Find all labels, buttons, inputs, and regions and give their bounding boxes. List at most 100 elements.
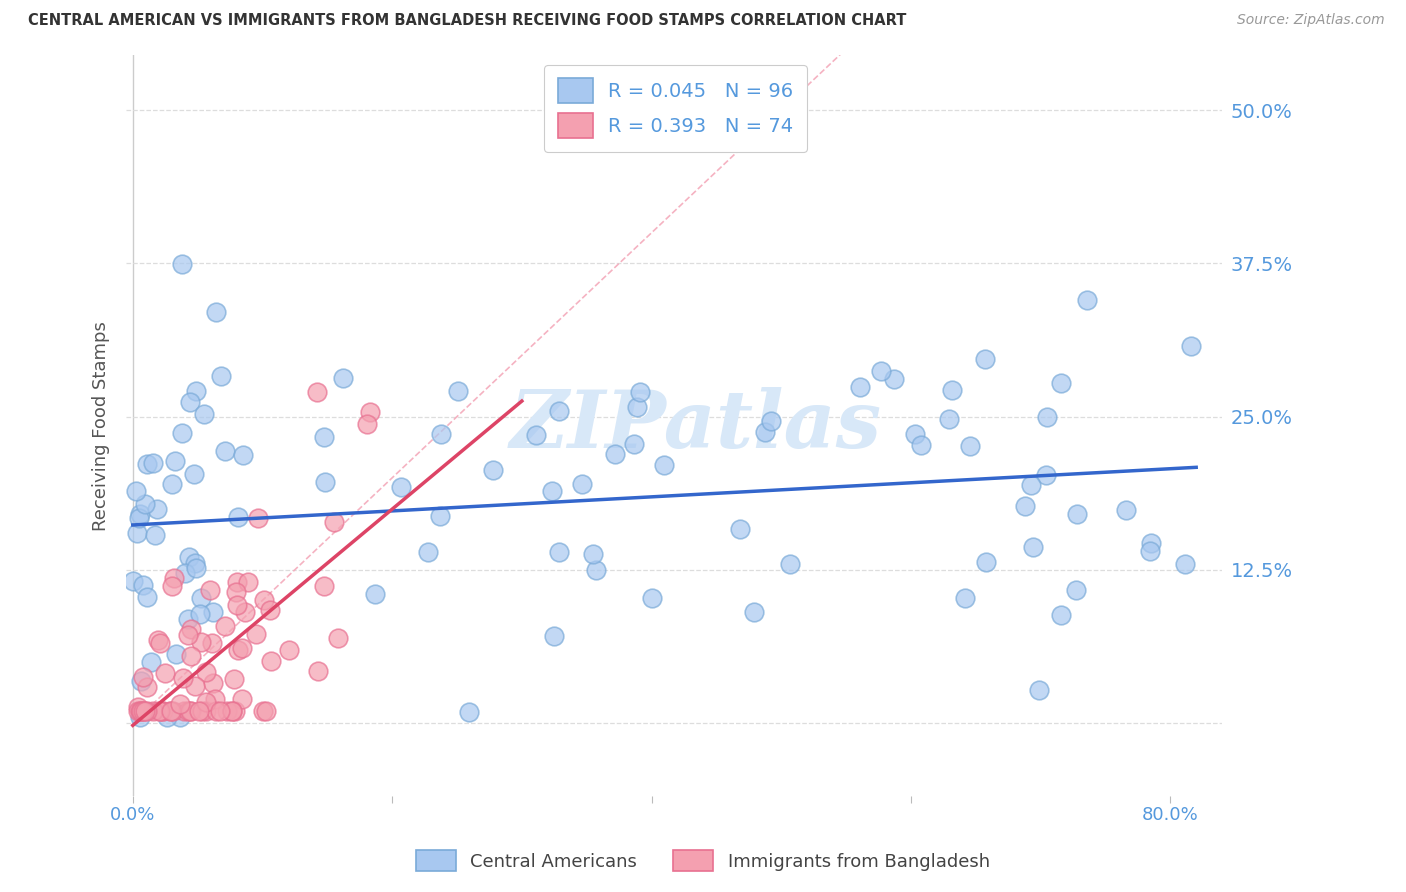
Point [165, 453, 187, 467]
Point [1174, 557, 1197, 571]
Point [132, 670, 155, 684]
Point [132, 704, 155, 718]
Point [160, 477, 183, 491]
Point [214, 443, 236, 458]
Point [179, 704, 201, 718]
Point [159, 704, 181, 718]
Point [1050, 376, 1073, 391]
Point [149, 636, 172, 650]
Point [1028, 683, 1050, 698]
Point [883, 372, 905, 386]
Text: 80.0%: 80.0% [1142, 806, 1199, 824]
Point [136, 590, 159, 604]
Point [254, 704, 277, 718]
Point [742, 605, 765, 619]
Point [180, 622, 202, 636]
Point [129, 710, 152, 724]
Point [125, 483, 148, 498]
Point [177, 704, 200, 718]
Point [754, 425, 776, 439]
Point [585, 563, 607, 577]
Point [236, 574, 259, 589]
Point [226, 643, 249, 657]
Point [429, 508, 451, 523]
Point [177, 549, 200, 564]
Point [208, 704, 231, 718]
Point [127, 700, 149, 714]
Y-axis label: Receiving Food Stamps: Receiving Food Stamps [93, 321, 110, 531]
Point [150, 704, 173, 718]
Point [959, 440, 981, 454]
Point [1014, 499, 1036, 513]
Point [127, 704, 149, 718]
Point [232, 448, 254, 462]
Point [779, 557, 801, 571]
Point [941, 384, 963, 398]
Point [1076, 293, 1098, 307]
Point [252, 704, 274, 718]
Point [177, 612, 200, 626]
Point [172, 671, 194, 685]
Point [122, 574, 145, 589]
Point [314, 430, 336, 444]
Point [482, 463, 505, 477]
Point [132, 704, 155, 718]
Text: CENTRAL AMERICAN VS IMMIGRANTS FROM BANGLADESH RECEIVING FOOD STAMPS CORRELATION: CENTRAL AMERICAN VS IMMIGRANTS FROM BANG… [28, 13, 907, 29]
Point [205, 304, 228, 318]
Point [163, 571, 186, 585]
Point [179, 395, 201, 409]
Point [224, 704, 246, 718]
Point [173, 566, 195, 581]
Point [204, 692, 226, 706]
Point [548, 403, 571, 417]
Point [225, 585, 247, 599]
Point [221, 704, 243, 718]
Point [277, 643, 299, 657]
Point [641, 591, 664, 605]
Point [307, 665, 329, 679]
Point [202, 606, 225, 620]
Point [326, 631, 349, 645]
Point [146, 502, 169, 516]
Point [524, 427, 547, 442]
Point [184, 384, 207, 399]
Point [1036, 410, 1059, 425]
Point [195, 696, 218, 710]
Point [447, 384, 470, 398]
Point [364, 586, 387, 600]
Point [225, 575, 247, 590]
Point [305, 384, 328, 399]
Point [623, 437, 645, 451]
Point [1140, 536, 1163, 550]
Point [870, 364, 893, 378]
Point [332, 371, 354, 385]
Point [221, 704, 243, 718]
Point [129, 507, 152, 521]
Point [904, 426, 927, 441]
Point [180, 649, 202, 664]
Point [184, 679, 207, 693]
Point [128, 510, 150, 524]
Point [217, 704, 239, 718]
Point [195, 704, 218, 718]
Point [1050, 608, 1073, 623]
Point [389, 480, 412, 494]
Point [136, 680, 159, 694]
Point [148, 704, 170, 718]
Point [312, 579, 335, 593]
Point [314, 475, 336, 490]
Point [183, 467, 205, 481]
Point [190, 634, 212, 648]
Point [129, 704, 152, 718]
Point [233, 605, 256, 619]
Point [169, 697, 191, 711]
Point [224, 672, 246, 686]
Point [146, 633, 169, 648]
Point [156, 710, 179, 724]
Point [205, 704, 228, 718]
Point [198, 582, 221, 597]
Point [1019, 478, 1042, 492]
Point [153, 665, 176, 680]
Point [974, 555, 997, 569]
Point [226, 509, 249, 524]
